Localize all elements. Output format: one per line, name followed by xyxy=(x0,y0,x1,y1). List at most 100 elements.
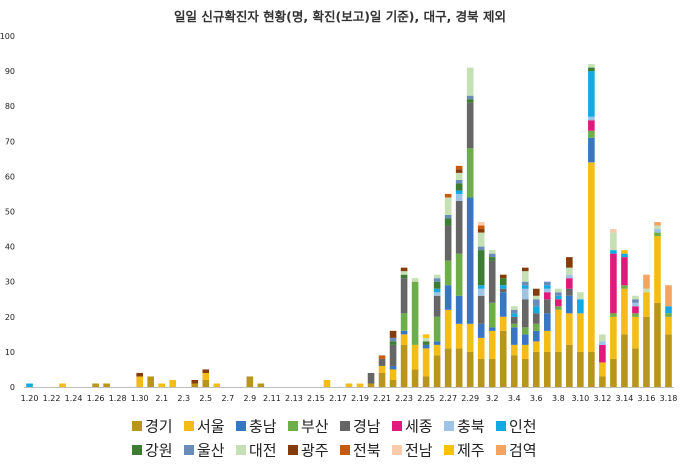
bar-segment xyxy=(588,64,595,68)
bar-segment xyxy=(444,225,452,261)
bar-segment xyxy=(477,285,485,289)
bar-segment xyxy=(356,383,364,387)
bar-segment xyxy=(455,348,463,387)
bar-segment xyxy=(499,288,507,293)
bar-segment xyxy=(588,351,595,387)
bar-segment xyxy=(588,137,595,163)
bar-segment xyxy=(643,274,650,289)
legend-swatch xyxy=(288,421,298,431)
bar-segment xyxy=(544,288,551,293)
bar-segment xyxy=(665,285,672,307)
bar-segment xyxy=(532,323,540,331)
x-tick-label: 3.10 xyxy=(571,394,589,403)
bar-segment xyxy=(521,334,529,345)
bar-segment xyxy=(566,313,573,345)
legend-label: 부산 xyxy=(301,418,329,436)
x-tick-label: 2.9 xyxy=(243,394,256,403)
x-tick-label: 3.12 xyxy=(593,394,611,403)
y-tick-label: 100 xyxy=(0,32,15,41)
bar-segment xyxy=(433,344,441,356)
bar-segment xyxy=(643,316,650,387)
legend-label: 세종 xyxy=(405,418,433,436)
bar-segment xyxy=(246,376,254,387)
bar-segment xyxy=(488,302,496,328)
bar-segment xyxy=(588,120,595,131)
bar-segment xyxy=(455,169,463,173)
bar-segment xyxy=(367,372,375,384)
legend-swatch xyxy=(392,445,402,455)
bar-segment xyxy=(477,323,485,338)
bar-segment xyxy=(654,225,661,230)
bar-segment xyxy=(510,313,518,317)
bar-segment xyxy=(488,330,496,359)
bar-segment xyxy=(632,316,639,349)
bar-segment xyxy=(477,246,485,251)
y-tick-label: 80 xyxy=(5,102,15,111)
bar-segment xyxy=(466,67,474,96)
bar-segment xyxy=(433,288,441,293)
bar-segment xyxy=(510,355,518,387)
bar-segment xyxy=(654,232,661,237)
bar-segment xyxy=(444,215,452,219)
bar-segment xyxy=(444,309,452,349)
x-tick-label: 2.23 xyxy=(395,394,413,403)
x-tick-label: 2.13 xyxy=(285,394,303,403)
bar-segment xyxy=(566,288,573,296)
bar-segment xyxy=(411,278,419,282)
bar-segment xyxy=(566,274,573,279)
legend-label: 울산 xyxy=(197,442,225,460)
legend-swatch xyxy=(444,421,454,431)
x-tick-label: 2.19 xyxy=(351,394,369,403)
bar-segment xyxy=(477,295,485,324)
x-tick-label: 2.5 xyxy=(199,394,212,403)
bar-segment xyxy=(499,278,507,286)
chart-title: 일일 신규확진자 현황(명, 확진(보고)일 기준), 대구, 경북 제외 xyxy=(174,9,506,24)
bar-segment xyxy=(566,344,573,387)
bar-segment xyxy=(654,302,661,387)
bar-segment xyxy=(588,71,595,117)
bar-segment xyxy=(466,197,474,324)
bar-segment xyxy=(588,67,595,72)
bar-segment xyxy=(610,316,617,359)
y-tick-label: 0 xyxy=(10,383,15,392)
bar-segment xyxy=(510,316,518,324)
x-tick-label: 3.4 xyxy=(508,394,521,403)
bar-segment xyxy=(488,250,496,254)
bar-segment xyxy=(521,271,529,282)
bar-segment xyxy=(499,316,507,331)
bar-segment xyxy=(532,313,540,324)
bar-segment xyxy=(621,253,628,258)
y-tick-label: 50 xyxy=(5,208,15,217)
bar-segment xyxy=(477,250,485,286)
bar-segment xyxy=(466,148,474,198)
bar-segment xyxy=(466,102,474,149)
legend-label: 전남 xyxy=(405,442,433,460)
bar-segment xyxy=(521,344,529,359)
bar-segment xyxy=(400,334,408,345)
bar-segment xyxy=(588,116,595,121)
bar-segment xyxy=(400,344,408,387)
bar-segment xyxy=(422,341,430,345)
bar-segment xyxy=(477,232,485,247)
bar-segment xyxy=(621,288,628,335)
bar-segment xyxy=(257,383,265,387)
bar-segment xyxy=(577,313,584,352)
bar-segment xyxy=(521,288,529,300)
y-tick-label: 10 xyxy=(5,348,15,357)
bar-segment xyxy=(389,337,397,342)
bar-segment xyxy=(455,323,463,349)
bar-segment xyxy=(621,285,628,289)
bar-segment xyxy=(378,372,386,387)
bar-segment xyxy=(555,351,562,387)
bar-segment xyxy=(444,197,452,216)
bar-segment xyxy=(477,229,485,233)
bar-segment xyxy=(367,383,375,387)
x-tick-label: 2.3 xyxy=(177,394,190,403)
bar-segment xyxy=(158,383,166,387)
x-tick-label: 2.1 xyxy=(155,394,168,403)
bar-segment xyxy=(433,274,441,279)
bar-segment xyxy=(599,344,606,363)
legend-label: 경남 xyxy=(353,418,381,436)
bar-segment xyxy=(665,316,672,335)
